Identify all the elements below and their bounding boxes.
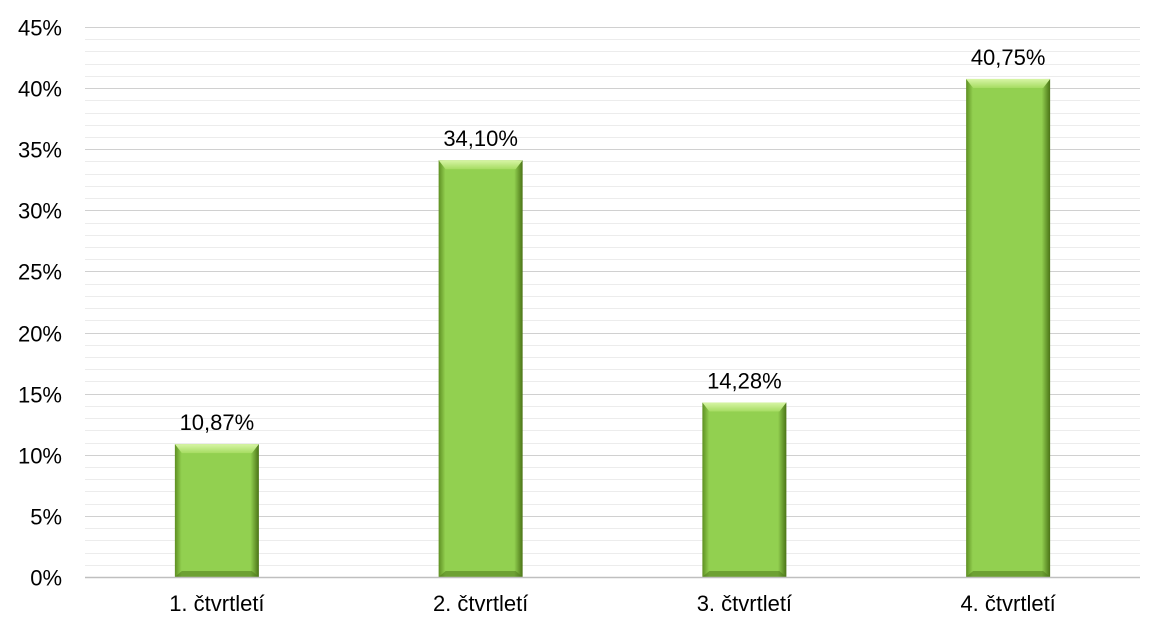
y-axis: 0% 5% 10% 15% 20% 25% 30% 35% 40% 45%: [18, 16, 62, 591]
bars: [174, 78, 1051, 577]
data-label: 14,28%: [707, 368, 782, 393]
y-tick-label: 30%: [18, 199, 62, 224]
bar: [438, 160, 523, 577]
y-tick-label: 5%: [30, 505, 62, 530]
y-tick-label: 45%: [18, 16, 62, 41]
bar-base-shadow: [438, 571, 523, 577]
data-labels: 10,87% 34,10% 14,28% 40,75%: [180, 45, 1046, 435]
x-category-label: 2. čtvrtletí: [433, 591, 528, 616]
grid-lines: [85, 27, 1140, 566]
x-category-label: 4. čtvrtletí: [960, 591, 1055, 616]
y-tick-label: 10%: [18, 444, 62, 469]
data-label: 40,75%: [971, 45, 1046, 70]
bar-body: [966, 78, 1051, 577]
y-tick-label: 25%: [18, 260, 62, 285]
x-axis: 1. čtvrtletí 2. čtvrtletí 3. čtvrtletí 4. č…: [85, 576, 1140, 616]
bar-bevel: [438, 160, 523, 170]
bar-body: [174, 444, 259, 577]
x-category-label: 1. čtvrtletí: [169, 591, 264, 616]
y-tick-label: 20%: [18, 322, 62, 347]
bar: [702, 402, 787, 577]
bar-base-shadow: [966, 571, 1051, 577]
data-label: 10,87%: [180, 410, 255, 435]
y-tick-label: 15%: [18, 383, 62, 408]
x-category-label: 3. čtvrtletí: [697, 591, 792, 616]
bar-body: [702, 402, 787, 577]
bar-base-shadow: [174, 571, 259, 577]
y-tick-label: 35%: [18, 138, 62, 163]
data-label: 34,10%: [443, 126, 518, 151]
bar-body: [438, 160, 523, 577]
y-tick-label: 0%: [30, 566, 62, 591]
bar-base-shadow: [702, 571, 787, 577]
bar-bevel: [702, 402, 787, 412]
bar-bevel: [966, 78, 1051, 88]
y-tick-label: 40%: [18, 77, 62, 102]
bar-bevel: [174, 444, 259, 454]
bar: [966, 78, 1051, 577]
bar: [174, 444, 259, 577]
